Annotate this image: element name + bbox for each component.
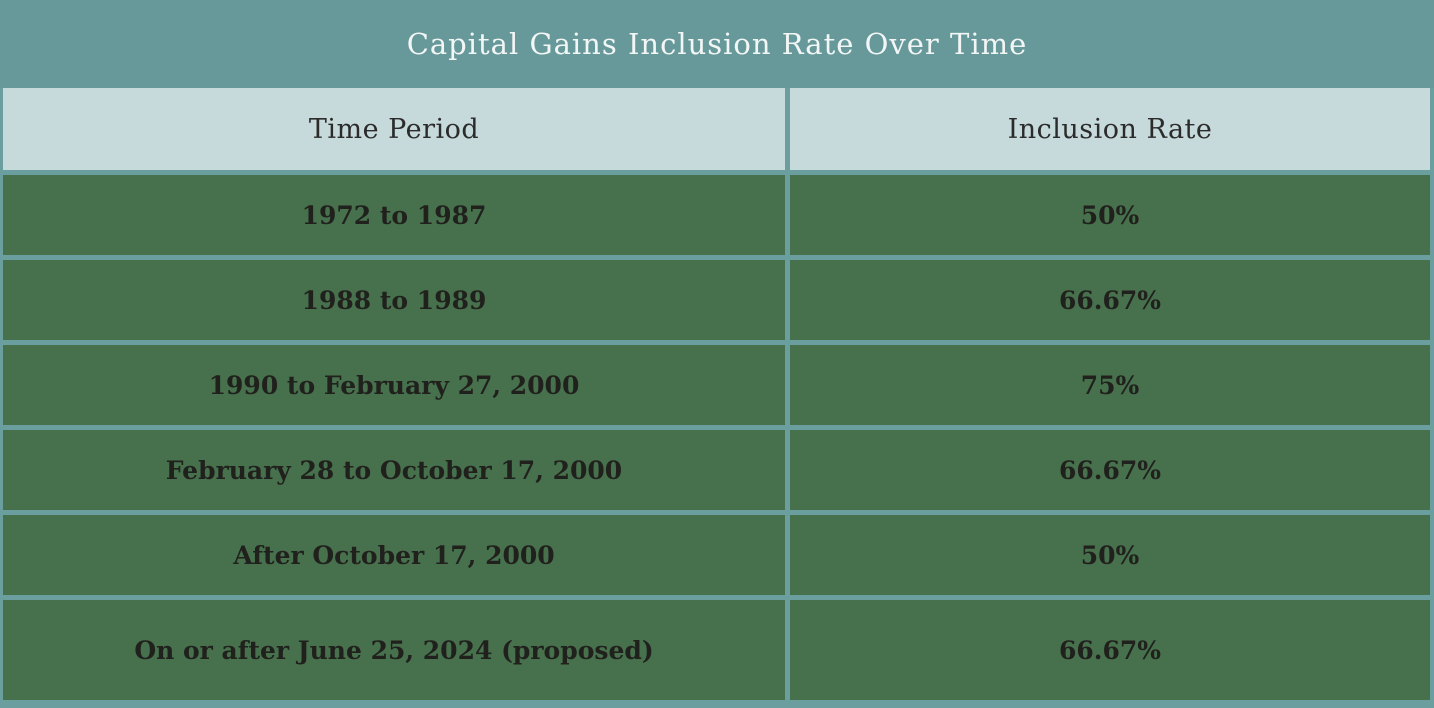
rate-cell: 50% xyxy=(1080,200,1140,230)
table-row: February 28 to October 17, 2000 66.67% xyxy=(3,425,1430,510)
table-row: 1990 to February 27, 2000 75% xyxy=(3,340,1430,425)
column-divider xyxy=(785,345,790,425)
period-cell: 1990 to February 27, 2000 xyxy=(208,370,580,400)
period-cell: After October 17, 2000 xyxy=(233,540,555,570)
table-row: 1988 to 1989 66.67% xyxy=(3,255,1430,340)
table-row: 1972 to 1987 50% xyxy=(3,170,1430,255)
table-row: On or after June 25, 2024 (proposed) 66.… xyxy=(3,595,1430,700)
column-header-inclusion-rate: Inclusion Rate xyxy=(1007,113,1213,145)
period-cell: On or after June 25, 2024 (proposed) xyxy=(134,635,654,665)
column-divider xyxy=(785,260,790,340)
inclusion-rate-table: Time Period Inclusion Rate 1972 to 1987 … xyxy=(0,88,1434,700)
column-divider xyxy=(785,88,790,170)
column-divider xyxy=(785,600,790,700)
column-divider xyxy=(785,430,790,510)
period-cell: 1988 to 1989 xyxy=(301,285,487,315)
table-row: After October 17, 2000 50% xyxy=(3,510,1430,595)
rate-cell: 66.67% xyxy=(1058,455,1162,485)
rate-cell: 66.67% xyxy=(1058,635,1162,665)
rate-cell: 66.67% xyxy=(1058,285,1162,315)
figure-title: Capital Gains Inclusion Rate Over Time xyxy=(406,27,1028,61)
bottom-border-bar xyxy=(0,700,1434,708)
rate-cell: 50% xyxy=(1080,540,1140,570)
column-header-time-period: Time Period xyxy=(308,113,480,145)
table-body: 1972 to 1987 50% 1988 to 1989 66.67% 199… xyxy=(3,170,1430,700)
period-cell: 1972 to 1987 xyxy=(301,200,487,230)
table-header-row: Time Period Inclusion Rate xyxy=(3,88,1430,170)
column-divider xyxy=(785,175,790,255)
title-bar: Capital Gains Inclusion Rate Over Time xyxy=(0,0,1434,88)
period-cell: February 28 to October 17, 2000 xyxy=(165,455,623,485)
column-divider xyxy=(785,515,790,595)
rate-cell: 75% xyxy=(1080,370,1140,400)
